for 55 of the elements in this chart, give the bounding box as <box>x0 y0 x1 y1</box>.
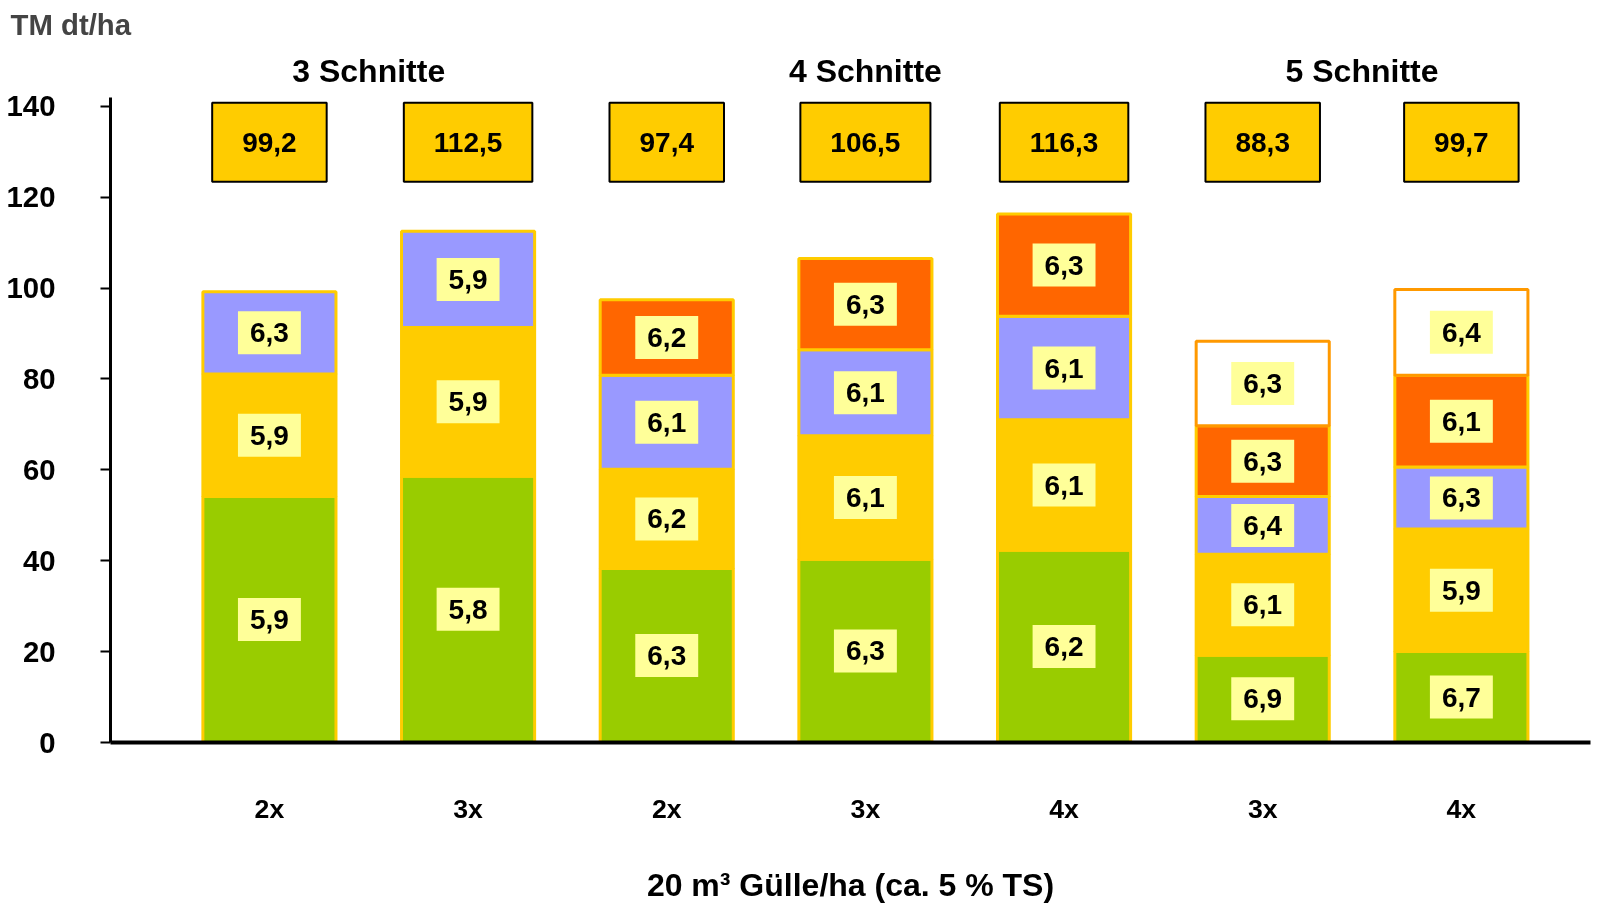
annotation: 99,7 <box>1434 126 1489 158</box>
text: 4 Schnitte <box>788 53 942 90</box>
x-axis-title: 20 m³ Gülle/ha (ca. 5 % TS) <box>646 866 1055 903</box>
x-tick-label: 3x <box>850 793 881 824</box>
annotation: 6,1 <box>1044 352 1084 384</box>
annotation: 6,1 <box>845 377 885 409</box>
x-tick-label: 3x <box>453 793 484 824</box>
x-tick-label: 2x <box>651 793 682 824</box>
text: 3 Schnitte <box>292 53 446 90</box>
annotation: 6,4 <box>1243 509 1283 541</box>
annotation: 6,3 <box>1441 482 1481 514</box>
y-tick-label: 20 <box>22 634 56 668</box>
annotation: 5,8 <box>448 593 488 625</box>
annotation: 6,4 <box>1441 316 1482 348</box>
y-tick-label: 120 <box>6 180 56 214</box>
annotation: 6,2 <box>647 322 687 354</box>
annotation: 5,9 <box>249 604 289 636</box>
y-axis-title: TM dt/ha <box>10 7 132 41</box>
annotation: 5,9 <box>448 263 488 295</box>
annotation: 88,3 <box>1235 126 1290 158</box>
x-tick-label: 4x <box>1446 793 1477 824</box>
annotation: 6,1 <box>647 406 687 438</box>
text: 5 Schnitte <box>1285 53 1439 90</box>
annotation: 6,3 <box>1243 445 1283 477</box>
annotation: 5,9 <box>1441 574 1481 606</box>
annotation: 6,1 <box>845 482 885 514</box>
annotation: 6,3 <box>647 639 687 671</box>
annotation: 6,1 <box>1044 469 1084 501</box>
annotation: 6,1 <box>1243 589 1283 621</box>
annotation: 6,3 <box>845 288 885 320</box>
annotation: 99,2 <box>242 126 297 158</box>
annotation: 6,3 <box>1243 367 1283 399</box>
annotation: 6,7 <box>1441 681 1481 713</box>
annotation: 116,3 <box>1029 126 1099 158</box>
annotation: 5,9 <box>448 386 488 418</box>
x-tick-label: 3x <box>1247 793 1278 824</box>
y-tick-label: 140 <box>6 89 56 123</box>
annotation: 6,3 <box>1044 249 1084 281</box>
annotation: 6,2 <box>647 503 687 535</box>
y-tick-label: 0 <box>39 725 56 759</box>
y-tick-label: 60 <box>22 452 56 486</box>
x-tick-label: 4x <box>1049 793 1080 824</box>
x-tick-label: 2x <box>254 793 285 824</box>
annotation: 6,3 <box>845 635 885 667</box>
annotation: 6,9 <box>1243 683 1283 715</box>
annotation: 97,4 <box>639 126 695 158</box>
annotation: 106,5 <box>830 126 901 158</box>
y-tick-label: 80 <box>22 361 56 395</box>
y-tick-label: 40 <box>22 543 56 577</box>
y-tick-label: 100 <box>6 271 56 305</box>
annotation: 6,2 <box>1044 630 1084 662</box>
annotation: 6,3 <box>249 317 289 349</box>
annotation: 5,9 <box>249 419 289 451</box>
annotation: 6,1 <box>1441 405 1481 437</box>
annotation: 112,5 <box>433 126 503 158</box>
